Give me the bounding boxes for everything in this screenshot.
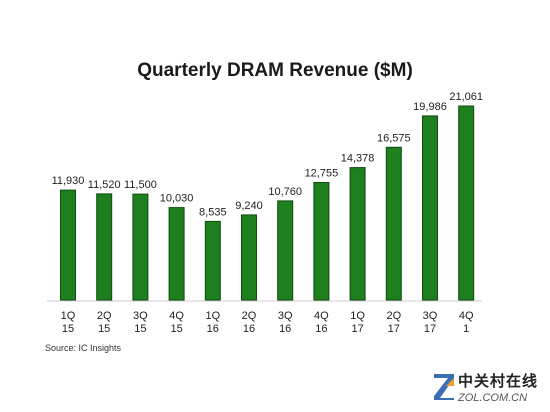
x-tick-label: 2Q: [386, 310, 401, 322]
x-tick-label: 2Q: [242, 310, 257, 322]
bar: [277, 200, 294, 301]
watermark-url-text: ZOL.COM.CN: [458, 392, 528, 404]
bar: [458, 105, 475, 301]
x-tick-label: 16: [243, 323, 255, 335]
x-tick-label: 3Q: [278, 310, 293, 322]
bar: [313, 182, 330, 301]
x-tick-labels-group: 1Q152Q153Q154Q151Q162Q163Q164Q161Q172Q17…: [61, 310, 474, 335]
watermark-cn-text: 中关村在线: [458, 372, 539, 390]
bar: [96, 193, 113, 301]
bar: [422, 115, 438, 301]
x-tick-label: 4Q: [314, 310, 329, 322]
x-tick-label: 15: [62, 323, 74, 335]
x-tick-label: 1Q: [61, 310, 76, 322]
bar: [241, 214, 257, 301]
x-tick-label: 1Q: [350, 310, 365, 322]
x-tick-label: 17: [351, 323, 363, 335]
source-note: Source: IC Insights: [45, 343, 122, 353]
value-label: 16,575: [377, 132, 411, 144]
watermark: 中关村在线 ZOL.COM.CN: [432, 370, 544, 406]
bar: [349, 167, 366, 301]
bar: [60, 189, 76, 301]
value-label: 11,500: [124, 179, 157, 191]
value-label: 19,986: [413, 101, 447, 113]
x-tick-label: 16: [279, 323, 291, 335]
value-label: 11,930: [52, 175, 85, 187]
value-label: 12,755: [305, 168, 339, 180]
x-tick-label: 17: [388, 323, 400, 335]
value-label: 11,520: [88, 179, 121, 191]
x-tick-label: 16: [207, 323, 219, 335]
bar: [204, 220, 221, 301]
x-tick-label: 3Q: [133, 310, 148, 322]
bar: [168, 207, 185, 301]
bar: [132, 193, 149, 301]
x-tick-label: 15: [98, 323, 110, 335]
value-label: 9,240: [235, 200, 263, 212]
x-tick-label: 4Q: [459, 310, 474, 322]
bar: [385, 146, 402, 301]
x-tick-label: 4Q: [169, 310, 184, 322]
value-label: 10,760: [268, 186, 302, 198]
value-label: 10,030: [160, 193, 194, 205]
x-tick-label: 17: [424, 323, 436, 335]
x-tick-label: 3Q: [423, 310, 438, 322]
x-tick-label: 15: [134, 323, 146, 335]
zol-logo-icon: [434, 374, 454, 400]
bars-group: [60, 105, 475, 301]
x-tick-label: 2Q: [97, 310, 112, 322]
value-label: 8,535: [199, 206, 227, 218]
chart-title: Quarterly DRAM Revenue ($M): [137, 60, 413, 81]
value-label: 21,061: [449, 91, 483, 103]
x-tick-label: 1Q: [205, 310, 220, 322]
value-label: 14,378: [341, 153, 375, 165]
x-tick-label: 16: [315, 323, 327, 335]
x-tick-label: 1: [463, 323, 469, 335]
x-tick-label: 15: [170, 323, 182, 335]
